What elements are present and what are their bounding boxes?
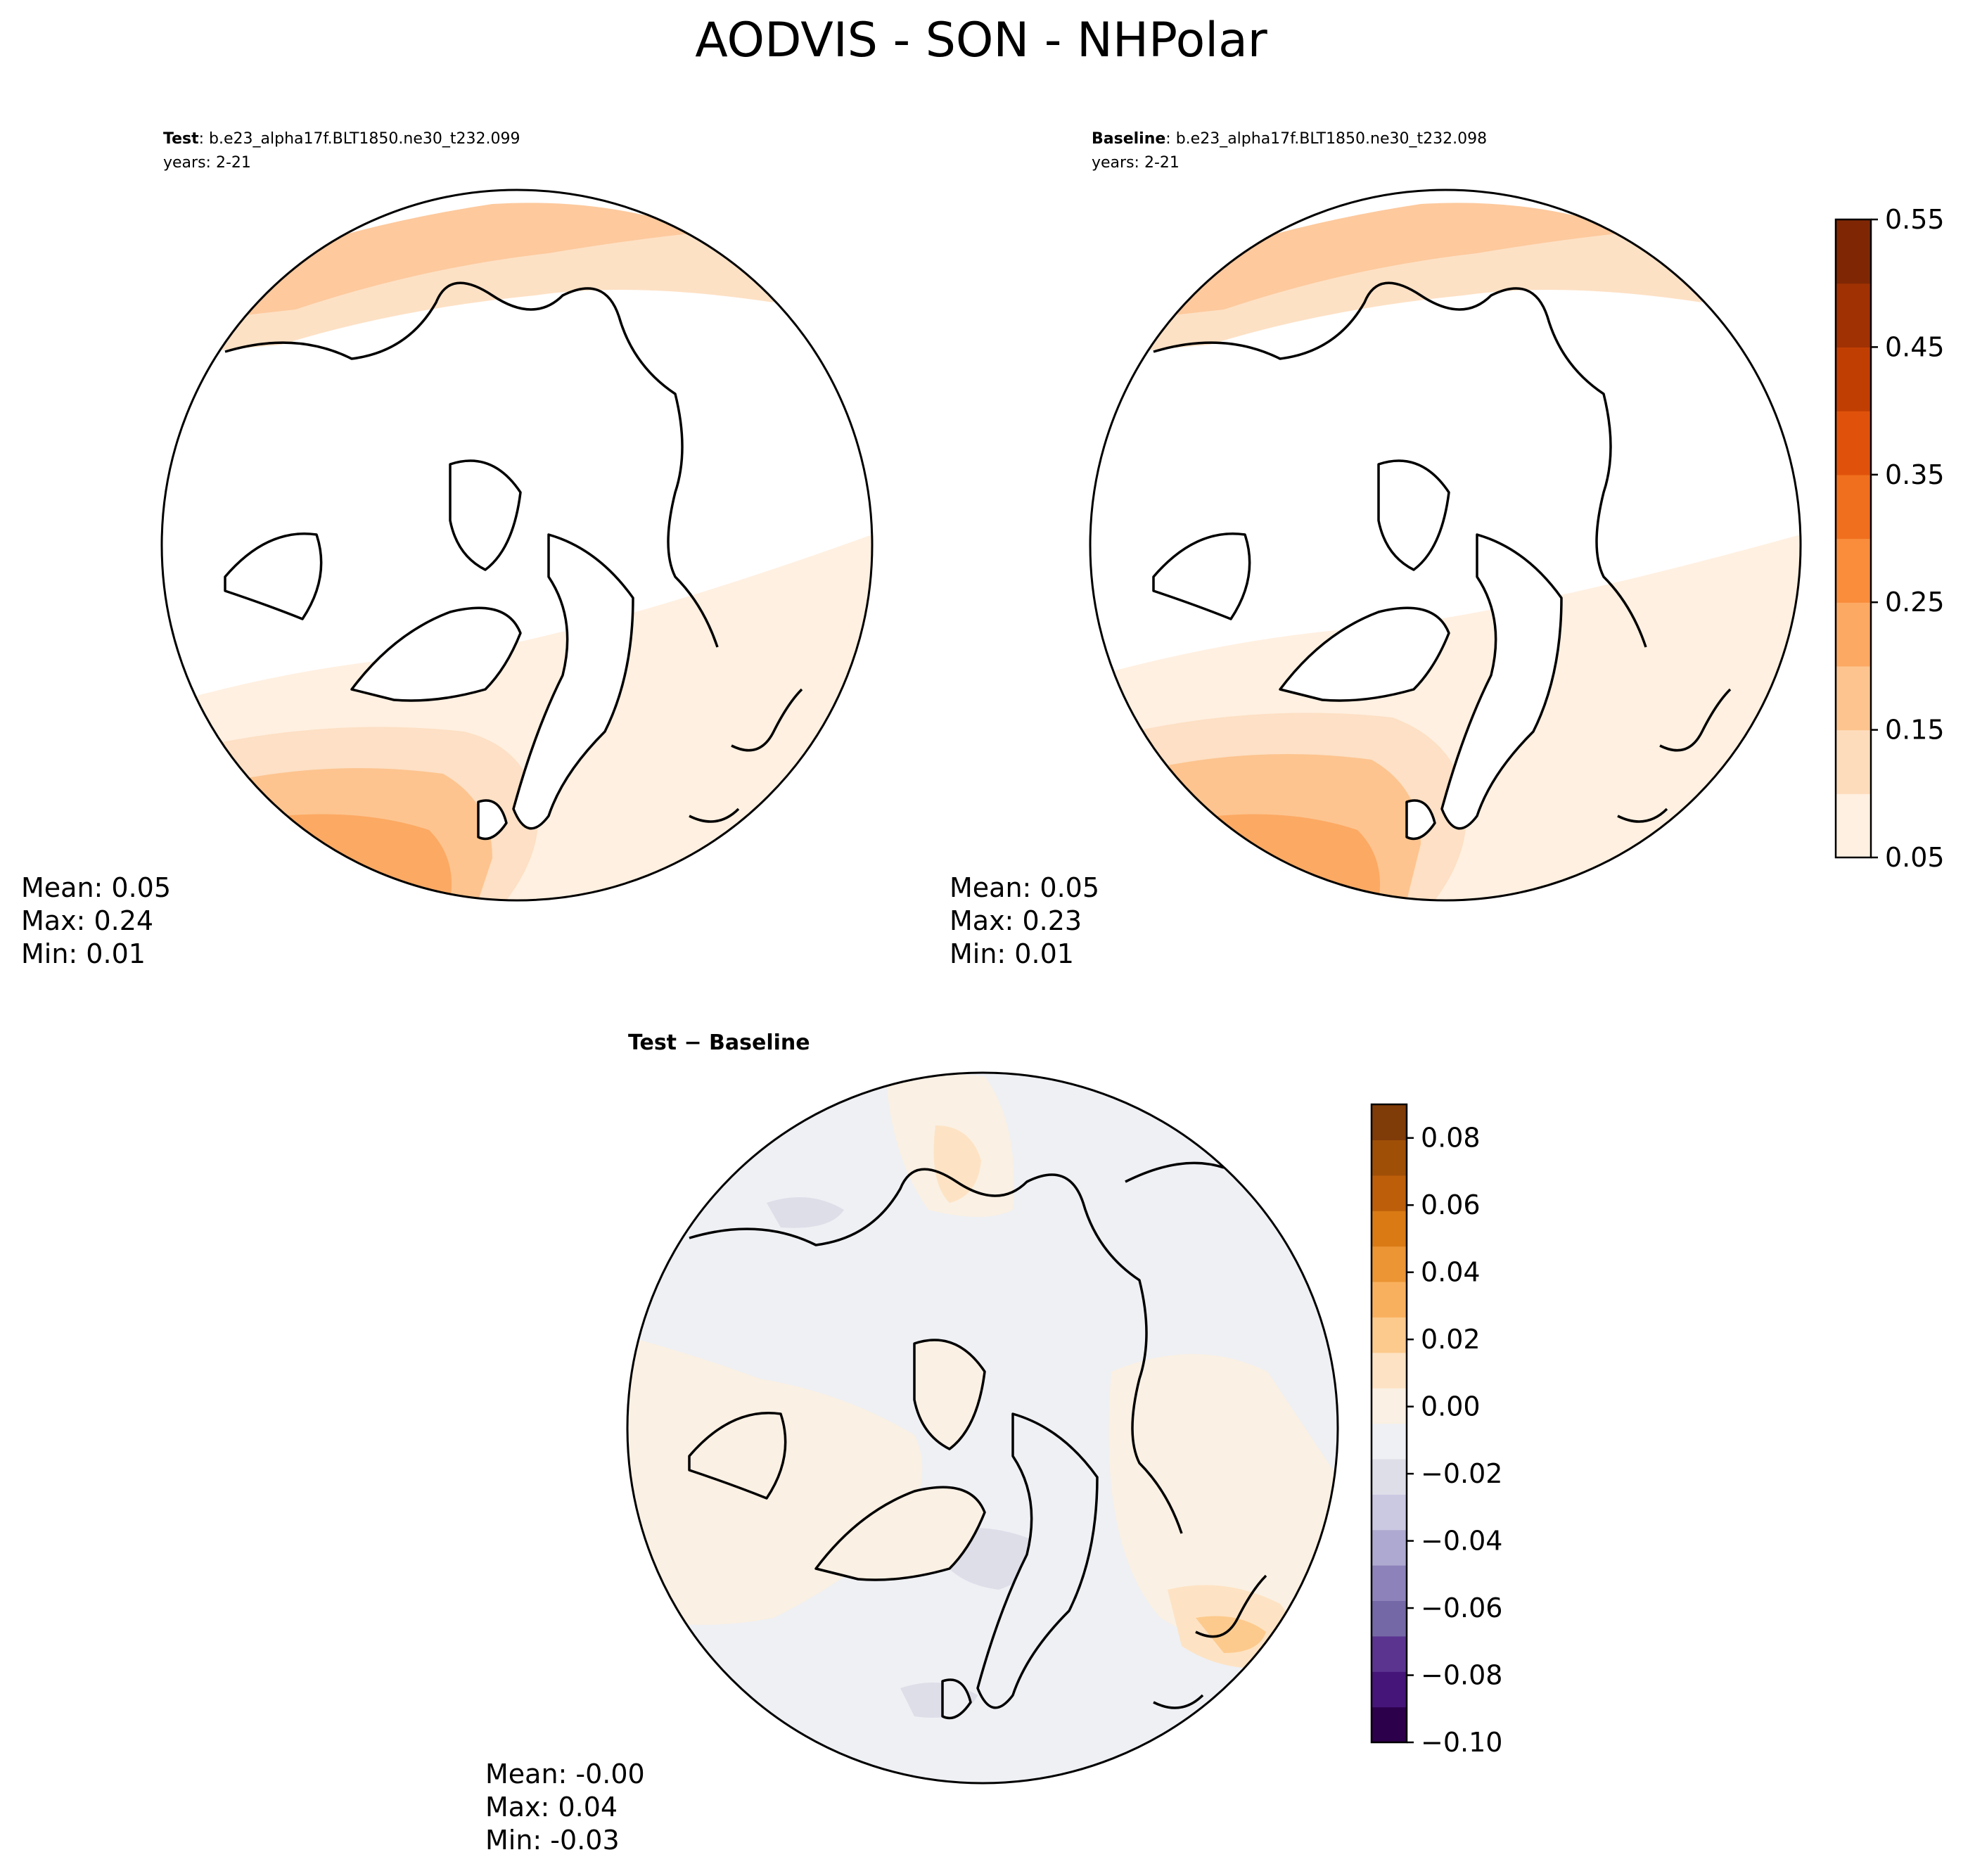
test-case-label: Test [163, 130, 199, 148]
colorbar-absolute-tick-label: 0.55 [1885, 204, 1945, 235]
colorbar-absolute-frame [1834, 218, 1872, 859]
test-panel: Test: b.e23_alpha17f.BLT1850.ne30_t232.0… [21, 130, 874, 969]
colorbar-difference-tick-label: −0.06 [1421, 1593, 1502, 1623]
baseline-map-boundary [1089, 189, 1802, 902]
difference-map [627, 1073, 1338, 1783]
test-stat-min: Min: 0.01 [21, 938, 146, 969]
colorbar-absolute-tick-label: 0.25 [1885, 587, 1945, 618]
colorbar-difference-color-segment [1372, 1565, 1407, 1602]
difference-panel: Test − Baseline [485, 1030, 1339, 1856]
colorbar-difference-color-segment [1372, 1175, 1407, 1211]
colorbar-difference-color-segment [1372, 1281, 1407, 1317]
figure-title: AODVIS - SON - NHPolar [695, 13, 1267, 68]
colorbar-difference-color-segment [1372, 1494, 1407, 1531]
test-map [162, 190, 872, 900]
colorbar-difference-color-segment [1372, 1352, 1407, 1389]
difference-stat-max: Max: 0.04 [485, 1792, 618, 1823]
colorbar-absolute-color-segment [1836, 602, 1871, 667]
colorbar-absolute-tick-label: 0.15 [1885, 715, 1945, 746]
colorbar-difference-frame [1370, 1103, 1408, 1744]
colorbar-absolute-color-segment [1836, 411, 1871, 476]
colorbar-absolute-color-segment [1836, 219, 1871, 284]
colorbar-absolute-color-segment [1836, 665, 1871, 731]
colorbar-difference-tick-label: −0.04 [1421, 1526, 1502, 1557]
colorbar-difference-color-segment [1372, 1211, 1407, 1247]
difference-map-boundary [626, 1071, 1339, 1785]
colorbar-absolute-color-segment [1836, 347, 1871, 411]
colorbar-difference-color-segment [1372, 1423, 1407, 1460]
difference-title: Test − Baseline [628, 1030, 810, 1055]
colorbar-difference-color-segment [1372, 1600, 1407, 1637]
colorbar-absolute-color-segment [1836, 283, 1871, 347]
colorbar-absolute-color-segment [1836, 793, 1871, 858]
colorbar-difference-tick-label: 0.02 [1421, 1324, 1481, 1355]
baseline-stat-min: Min: 0.01 [950, 938, 1074, 969]
colorbar-difference-tick-label: 0.00 [1421, 1391, 1481, 1422]
test-stat-mean: Mean: 0.05 [21, 872, 171, 903]
baseline-case-name: : b.e23_alpha17f.BLT1850.ne30_t232.098 [1165, 130, 1487, 148]
test-map-boundary [160, 189, 874, 902]
colorbar-difference: 0.08 0.06 0.04 0.02 0.00 −0.02 −0.04 −0.06 −0.08… [1370, 1103, 1502, 1758]
colorbar-difference-tick-label: −0.08 [1421, 1660, 1502, 1691]
colorbar-absolute-color-segment [1836, 538, 1871, 603]
baseline-case-header: Baseline: b.e23_alpha17f.BLT1850.ne30_t2… [1092, 130, 1487, 148]
baseline-stat-max: Max: 0.23 [950, 905, 1082, 936]
baseline-case-label: Baseline [1092, 130, 1165, 148]
colorbar-difference-color-segment [1372, 1246, 1407, 1282]
colorbar-difference-color-segment [1372, 1317, 1407, 1353]
test-years: years: 2-21 [163, 154, 251, 172]
colorbar-difference-color-segment [1372, 1104, 1407, 1140]
colorbar-difference-color-segment [1372, 1706, 1407, 1743]
baseline-stat-mean: Mean: 0.05 [950, 872, 1099, 903]
baseline-map [1090, 190, 1801, 900]
colorbar-difference-tick-label: −0.10 [1421, 1727, 1502, 1758]
difference-stat-min: Min: -0.03 [485, 1825, 620, 1856]
colorbar-absolute-tick-label: 0.35 [1885, 459, 1945, 490]
difference-stat-mean: Mean: -0.00 [485, 1759, 645, 1789]
colorbar-difference-tick-label: −0.02 [1421, 1458, 1502, 1489]
test-stat-max: Max: 0.24 [21, 905, 153, 936]
colorbar-difference-color-segment [1372, 1388, 1407, 1424]
colorbar-difference-tick-label: 0.08 [1421, 1123, 1481, 1154]
colorbar-absolute-color-segment [1836, 729, 1871, 794]
colorbar-difference-color-segment [1372, 1635, 1407, 1672]
colorbar-difference-tick-label: 0.04 [1421, 1257, 1481, 1288]
colorbar-absolute: 0.05 0.15 0.25 0.35 0.45 0.55 [1834, 204, 1945, 873]
colorbar-difference-color-segment [1372, 1529, 1407, 1566]
test-case-name: : b.e23_alpha17f.BLT1850.ne30_t232.099 [199, 130, 520, 148]
colorbar-absolute-tick-label: 0.05 [1885, 842, 1945, 873]
colorbar-difference-color-segment [1372, 1140, 1407, 1176]
baseline-years: years: 2-21 [1092, 154, 1180, 172]
test-case-header: Test: b.e23_alpha17f.BLT1850.ne30_t232.0… [163, 130, 520, 148]
colorbar-absolute-color-segment [1836, 474, 1871, 540]
colorbar-difference-color-segment [1372, 1458, 1407, 1495]
colorbar-difference-color-segment [1372, 1671, 1407, 1708]
colorbar-absolute-tick-label: 0.45 [1885, 331, 1945, 362]
baseline-panel: Baseline: b.e23_alpha17f.BLT1850.ne30_t2… [950, 130, 1802, 969]
colorbar-difference-tick-label: 0.06 [1421, 1189, 1481, 1220]
